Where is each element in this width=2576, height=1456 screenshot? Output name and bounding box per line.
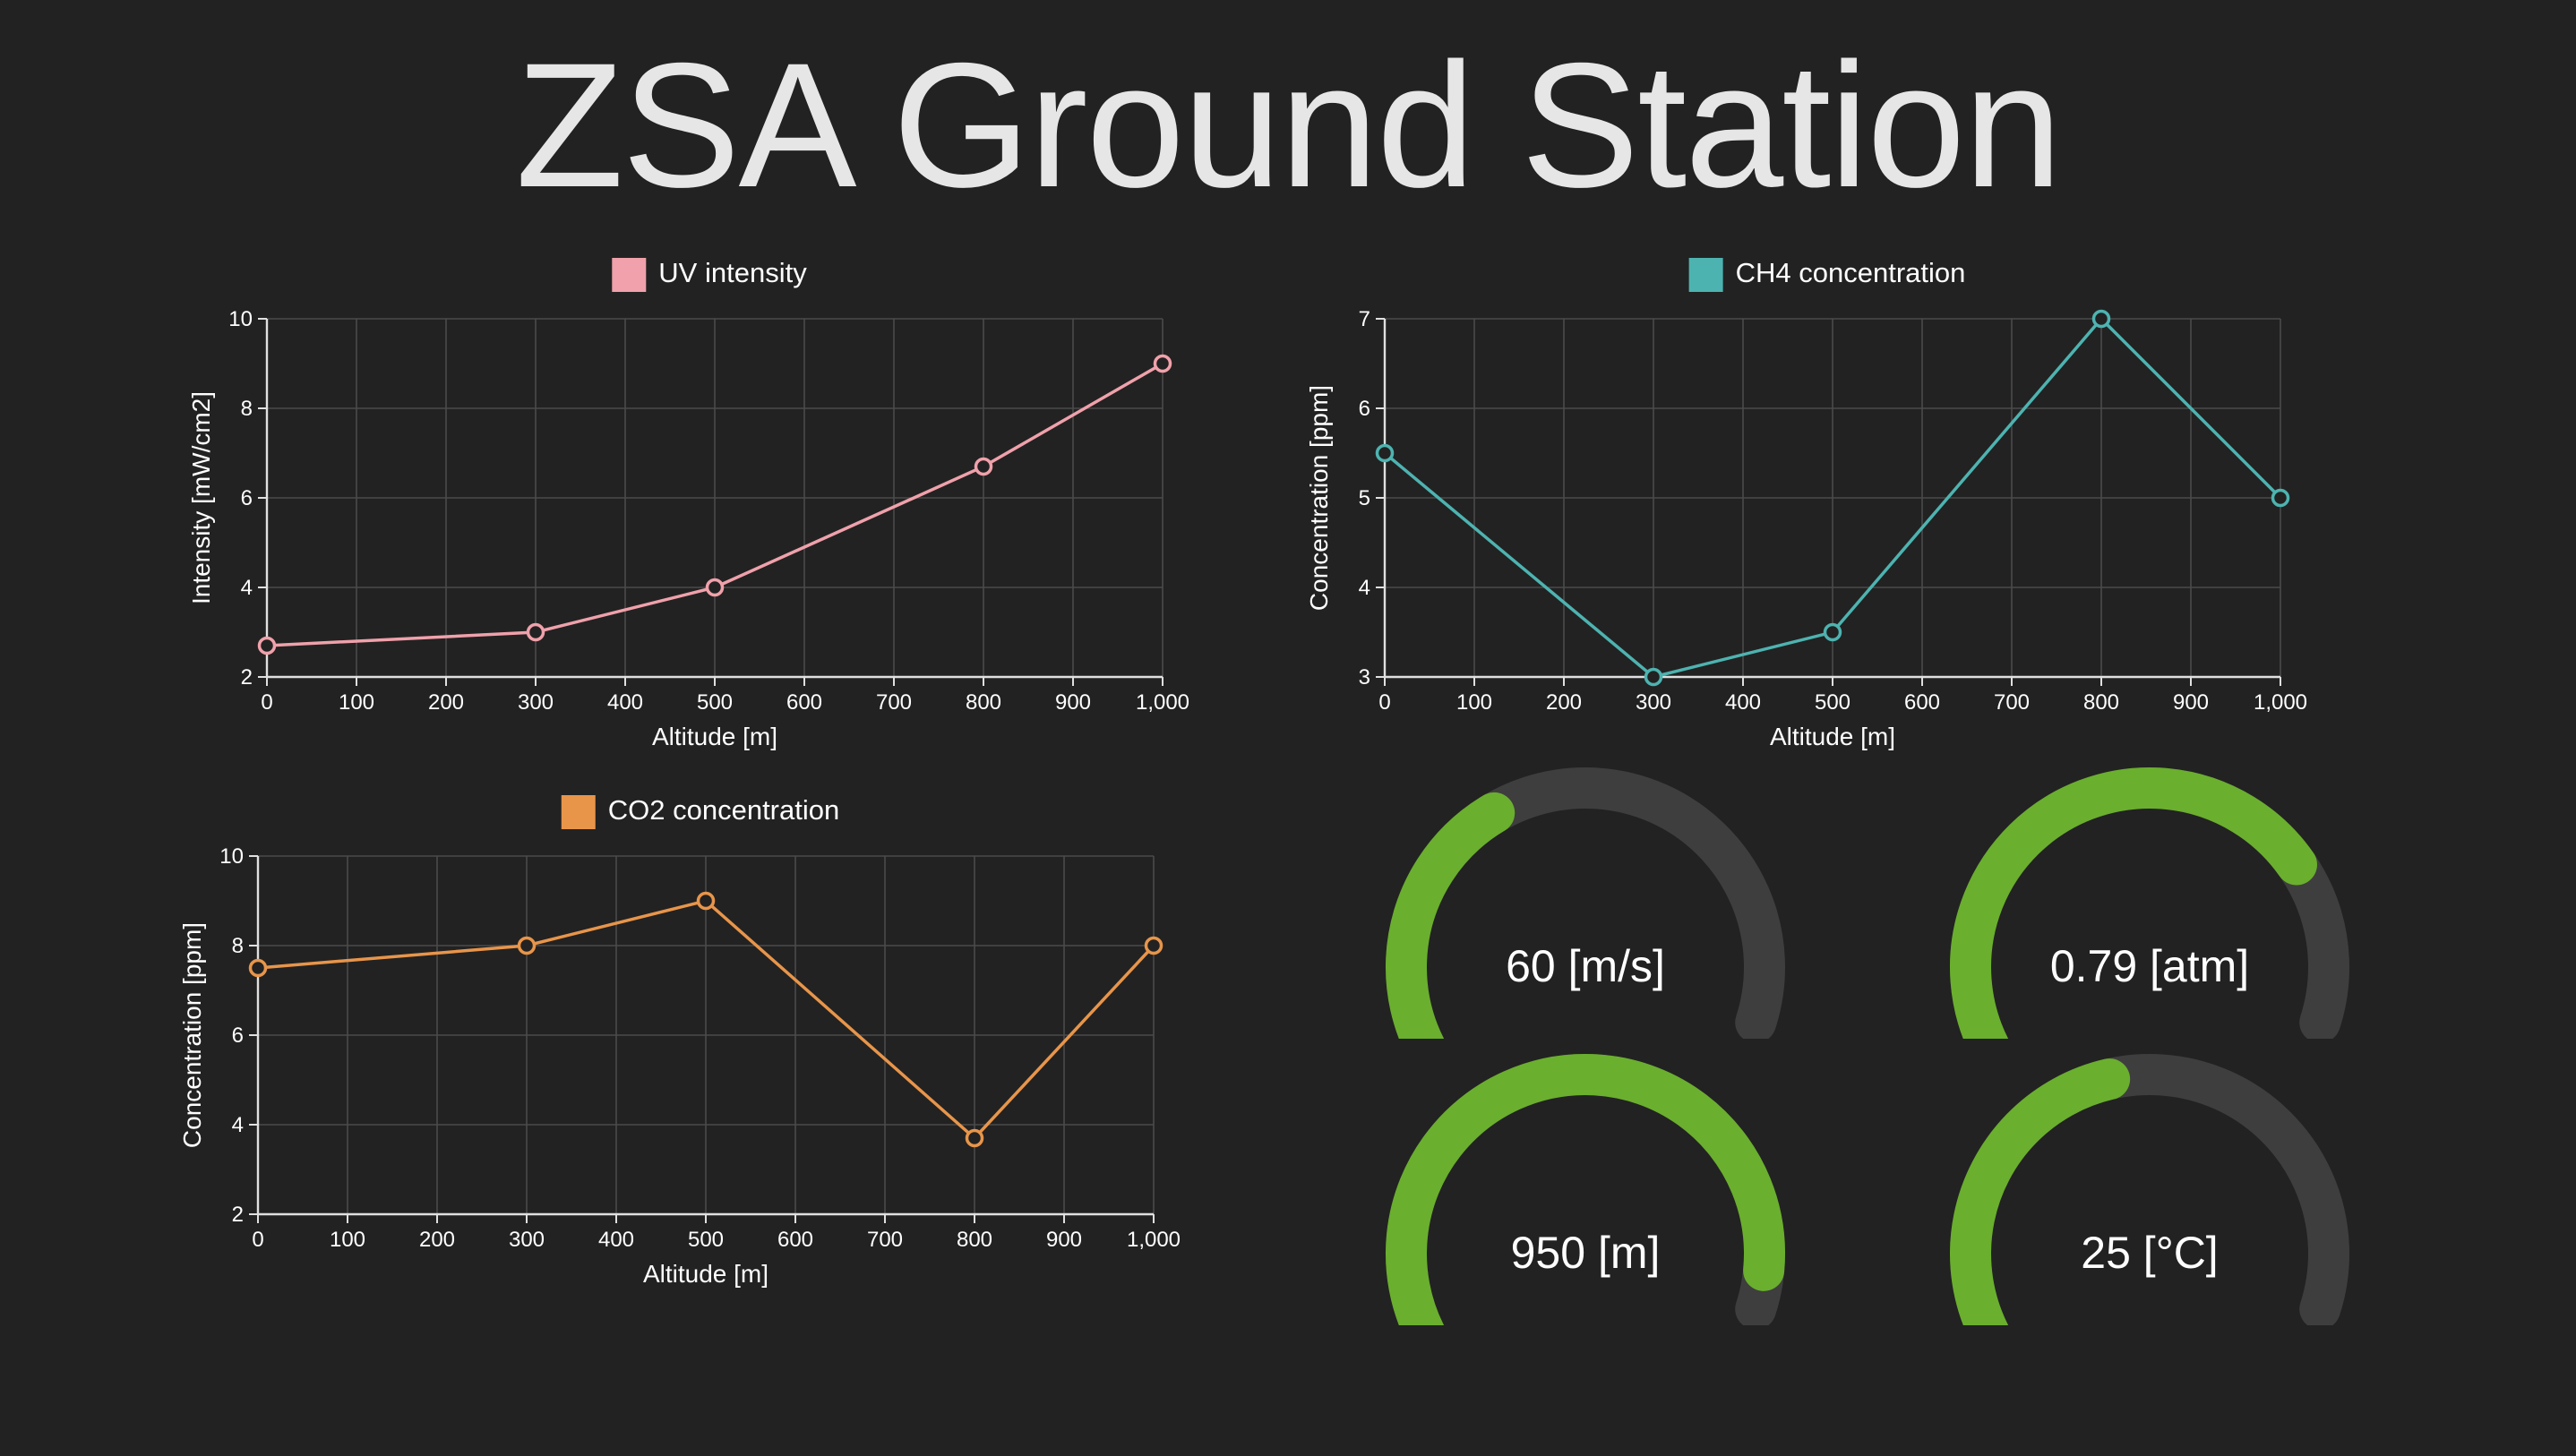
plot-area: 0 100 200 300 400 500 600 700 800 900 1,000 3 4 5 6 7 Al… xyxy=(1305,307,2307,750)
x-tick-label: 600 xyxy=(786,690,822,715)
legend-label: CO2 concentration xyxy=(608,794,839,826)
x-tick-label: 800 xyxy=(966,690,1001,715)
x-tick-label: 400 xyxy=(607,690,643,715)
legend-label: CH4 concentration xyxy=(1736,257,1966,288)
x-tick-label: 600 xyxy=(1904,690,1940,715)
plot-area: 0 100 200 300 400 500 600 700 800 900 1,000 2 4 6 8 10 A… xyxy=(178,844,1181,1288)
y-tick-label: 2 xyxy=(232,1203,244,1227)
chart-legend: UV intensity xyxy=(612,257,807,292)
co2-concentration-chart: 0 100 200 300 400 500 600 700 800 900 1,000 2 4 6 8 10 A… xyxy=(178,794,1181,1288)
legend-swatch xyxy=(612,258,647,292)
y-tick-label: 3 xyxy=(1359,665,1370,689)
gauge-value-label: 0.79 [atm] xyxy=(2050,941,2249,991)
plot-area: 0 100 200 300 400 500 600 700 800 900 1,000 2 4 6 8 10 A… xyxy=(187,307,1189,750)
x-tick-label: 1,000 xyxy=(1127,1228,1181,1252)
x-tick-label: 100 xyxy=(339,690,374,715)
x-tick-label: 700 xyxy=(1994,690,2030,715)
x-tick-label: 200 xyxy=(419,1228,455,1252)
y-tick-label: 6 xyxy=(232,1023,244,1048)
gauge-value-label: 25 [°C] xyxy=(2081,1228,2218,1278)
x-tick-label: 500 xyxy=(1815,690,1850,715)
gauge-fill xyxy=(1950,767,2317,1039)
uv-intensity-chart: 0 100 200 300 400 500 600 700 800 900 1,000 2 4 6 8 10 A… xyxy=(187,257,1189,750)
x-tick-label: 500 xyxy=(697,690,733,715)
data-point xyxy=(257,636,277,655)
legend-label: UV intensity xyxy=(658,257,807,288)
data-point xyxy=(974,457,993,476)
x-tick-label: 300 xyxy=(1636,690,1671,715)
x-tick-label: 800 xyxy=(2083,690,2119,715)
wind-speed-gauge: 60 [m/s] xyxy=(1386,767,1785,1039)
gauge-value-label: 60 [m/s] xyxy=(1506,941,1665,991)
y-tick-label: 7 xyxy=(1359,307,1370,331)
x-tick-label: 900 xyxy=(1055,690,1091,715)
x-tick-label: 500 xyxy=(688,1228,724,1252)
data-point xyxy=(1644,667,1663,687)
y-axis-title: Concentration [ppm] xyxy=(178,922,206,1148)
x-tick-label: 300 xyxy=(518,690,554,715)
x-tick-label: 400 xyxy=(1725,690,1761,715)
x-axis-title: Altitude [m] xyxy=(643,1260,769,1288)
x-tick-label: 900 xyxy=(2173,690,2209,715)
x-tick-label: 0 xyxy=(261,690,272,715)
data-point xyxy=(1153,354,1172,373)
data-point xyxy=(705,578,725,597)
gauge-value-label: 950 [m] xyxy=(1511,1228,1661,1278)
y-tick-label: 5 xyxy=(1359,486,1370,510)
x-tick-label: 200 xyxy=(428,690,464,715)
x-tick-label: 700 xyxy=(867,1228,903,1252)
legend-swatch xyxy=(1688,258,1723,292)
x-tick-label: 400 xyxy=(598,1228,634,1252)
y-tick-label: 10 xyxy=(219,844,244,869)
data-point xyxy=(1144,936,1163,955)
y-axis-title: Concentration [ppm] xyxy=(1305,385,1333,611)
x-axis-title: Altitude [m] xyxy=(652,723,777,750)
gauge-fill xyxy=(1386,1054,1785,1325)
x-tick-label: 600 xyxy=(777,1228,813,1252)
pressure-gauge: 0.79 [atm] xyxy=(1950,767,2349,1039)
data-point xyxy=(1375,443,1395,463)
y-tick-label: 8 xyxy=(232,934,244,958)
y-tick-label: 4 xyxy=(232,1113,244,1137)
gauge-fill xyxy=(1950,1058,2131,1325)
temperature-gauge: 25 [°C] xyxy=(1950,1054,2349,1325)
y-tick-label: 10 xyxy=(228,307,253,331)
y-axis-title: Intensity [mW/cm2] xyxy=(187,391,215,604)
data-point xyxy=(965,1128,984,1148)
chart-legend: CH4 concentration xyxy=(1688,257,1966,292)
legend-swatch xyxy=(561,795,596,829)
altitude-gauge: 950 [m] xyxy=(1386,1054,1785,1325)
x-axis-title: Altitude [m] xyxy=(1770,723,1895,750)
x-tick-label: 1,000 xyxy=(1136,690,1189,715)
y-tick-label: 6 xyxy=(1359,397,1370,421)
y-tick-label: 2 xyxy=(241,665,253,689)
ch4-concentration-chart: 0 100 200 300 400 500 600 700 800 900 1,000 3 4 5 6 7 Al… xyxy=(1305,257,2307,750)
x-tick-label: 0 xyxy=(1378,690,1390,715)
data-point xyxy=(2271,488,2290,508)
x-tick-label: 200 xyxy=(1546,690,1582,715)
x-tick-label: 700 xyxy=(876,690,912,715)
gauge-fill xyxy=(1386,792,1516,1039)
x-tick-label: 1,000 xyxy=(2254,690,2307,715)
data-point xyxy=(517,936,537,955)
x-tick-label: 100 xyxy=(330,1228,365,1252)
chart-legend: CO2 concentration xyxy=(561,794,839,829)
y-tick-label: 4 xyxy=(1359,576,1370,600)
y-tick-label: 6 xyxy=(241,486,253,510)
data-point xyxy=(526,622,545,642)
x-tick-label: 900 xyxy=(1046,1228,1082,1252)
x-tick-label: 800 xyxy=(957,1228,992,1252)
x-tick-label: 300 xyxy=(509,1228,545,1252)
y-tick-label: 8 xyxy=(241,397,253,421)
x-tick-label: 0 xyxy=(252,1228,263,1252)
data-point xyxy=(2091,309,2111,329)
y-tick-label: 4 xyxy=(241,576,253,600)
page-title: ZSA Ground Station xyxy=(515,26,2062,224)
data-point xyxy=(248,958,268,978)
data-point xyxy=(696,891,716,911)
data-point xyxy=(1823,622,1842,642)
x-tick-label: 100 xyxy=(1456,690,1492,715)
